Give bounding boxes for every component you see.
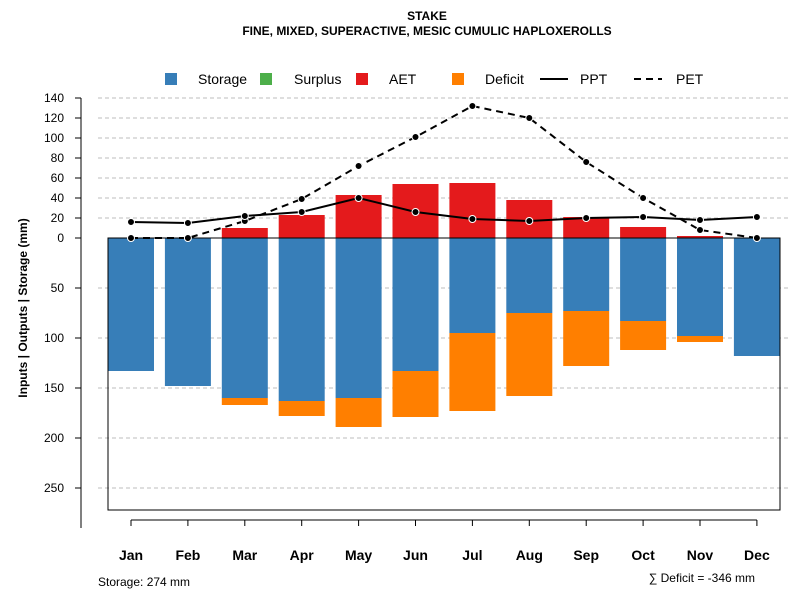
deficit-bar: [335, 398, 382, 427]
y-tick-label: 50: [51, 281, 65, 295]
y-tick-label: 60: [51, 171, 65, 185]
legend-label: Storage: [198, 71, 247, 87]
storage-bar: [677, 238, 723, 336]
ppt-line-point: [525, 217, 534, 225]
storage-bar: [221, 238, 268, 398]
pet-line-point: [752, 234, 761, 242]
storage-bar: [108, 238, 154, 371]
pet-line-point: [354, 162, 363, 170]
y-tick-label: 0: [57, 231, 64, 245]
y-tick-label: 20: [51, 211, 65, 225]
deficit-bar: [563, 311, 610, 366]
pet-line-point: [582, 158, 591, 166]
x-tick-label: Nov: [687, 547, 714, 563]
bars: [108, 183, 780, 427]
pet-line-point: [468, 102, 477, 110]
pet-line-point: [183, 234, 192, 242]
deficit-bar: [449, 333, 496, 411]
deficit-bar: [506, 313, 553, 396]
pet-line-point: [297, 195, 306, 203]
chart-subtitle: FINE, MIXED, SUPERACTIVE, MESIC CUMULIC …: [242, 24, 611, 38]
y-tick-label: 40: [51, 191, 65, 205]
legend: Storage Surplus AET Deficit PPT PET: [165, 71, 704, 87]
ppt-line-point: [696, 216, 704, 224]
x-tick-label: Aug: [516, 547, 543, 563]
y-tick-label: 100: [44, 331, 64, 345]
deficit-bar: [677, 336, 723, 342]
x-tick-label: Mar: [232, 547, 257, 563]
y-tick-label: 80: [51, 151, 65, 165]
ppt-line-point: [297, 208, 306, 216]
x-tick-label: May: [345, 547, 372, 563]
storage-bar: [392, 238, 439, 371]
ppt-line-point: [411, 208, 420, 216]
pet-line: [131, 104, 758, 239]
storage-footnote: Storage: 274 mm: [98, 575, 190, 589]
storage-bar: [449, 238, 496, 333]
ppt-line: [130, 196, 757, 225]
legend-label: PPT: [580, 71, 608, 87]
ppt-line-point: [183, 219, 192, 227]
ppt-line-point: [752, 213, 761, 221]
y-tick-label: 140: [44, 91, 64, 105]
legend-swatch: [452, 73, 464, 85]
x-tick-label: Dec: [744, 547, 770, 563]
y-tick-label: 200: [44, 431, 64, 445]
x-tick-label: Apr: [290, 547, 315, 563]
aet-bar: [563, 217, 610, 238]
x-tick-label: Jan: [119, 547, 143, 563]
x-tick-label: Oct: [631, 547, 655, 563]
aet-bar: [677, 236, 723, 238]
storage-bar: [563, 238, 610, 311]
pet-line-point: [696, 226, 704, 234]
x-tick-label: Jul: [462, 547, 482, 563]
series-lines: [127, 102, 761, 242]
ppt-line-point: [639, 213, 648, 221]
aet-bar: [278, 215, 325, 238]
storage-bar: [506, 238, 553, 313]
legend-swatch: [356, 73, 368, 85]
legend-label: AET: [389, 71, 417, 87]
storage-bar: [620, 238, 667, 321]
storage-bar: [278, 238, 325, 401]
storage-bar: [335, 238, 382, 398]
legend-label: Surplus: [294, 71, 341, 87]
ppt-line-point: [240, 212, 249, 220]
pet-line-point: [127, 234, 135, 242]
x-axis: Jan Feb Mar Apr May Jun Jul Aug Sep Oct Nov Dec: [119, 519, 770, 563]
legend-swatch: [165, 73, 177, 85]
legend-label: PET: [676, 71, 704, 87]
aet-bar: [620, 227, 667, 238]
storage-bar: [164, 238, 211, 386]
deficit-bar: [392, 371, 439, 417]
y-tick-label: 120: [44, 111, 64, 125]
x-tick-label: Sep: [573, 547, 599, 563]
aet-bar: [449, 183, 496, 238]
ppt-line-point: [354, 194, 363, 202]
y-axis: 0 20 40 60 80 100 120 140 50 100 150 200 250: [44, 91, 81, 495]
legend-label: Deficit: [485, 71, 524, 87]
y-tick-label: 150: [44, 381, 64, 395]
deficit-footnote: ∑ Deficit = -346 mm: [649, 571, 755, 585]
pet-line-point: [639, 194, 648, 202]
y-tick-label: 100: [44, 131, 64, 145]
gridlines: [98, 97, 790, 489]
chart-title: STAKE: [407, 9, 447, 23]
storage-bar: [733, 238, 780, 356]
pet-line-point: [525, 114, 534, 122]
ppt-line-point: [582, 214, 591, 222]
x-tick-label: Feb: [175, 547, 200, 563]
y-axis-label: Inputs | Outputs | Storage (mm): [16, 218, 30, 397]
deficit-bar: [278, 401, 325, 416]
legend-swatch: [260, 73, 272, 85]
y-tick-label: 250: [44, 481, 64, 495]
deficit-bar: [620, 321, 667, 350]
pet-line-point: [411, 133, 420, 141]
ppt-line-point: [127, 218, 135, 226]
deficit-bar: [221, 398, 268, 405]
ppt-line-point: [468, 215, 477, 223]
aet-bar: [221, 228, 268, 238]
x-tick-label: Jun: [403, 547, 428, 563]
